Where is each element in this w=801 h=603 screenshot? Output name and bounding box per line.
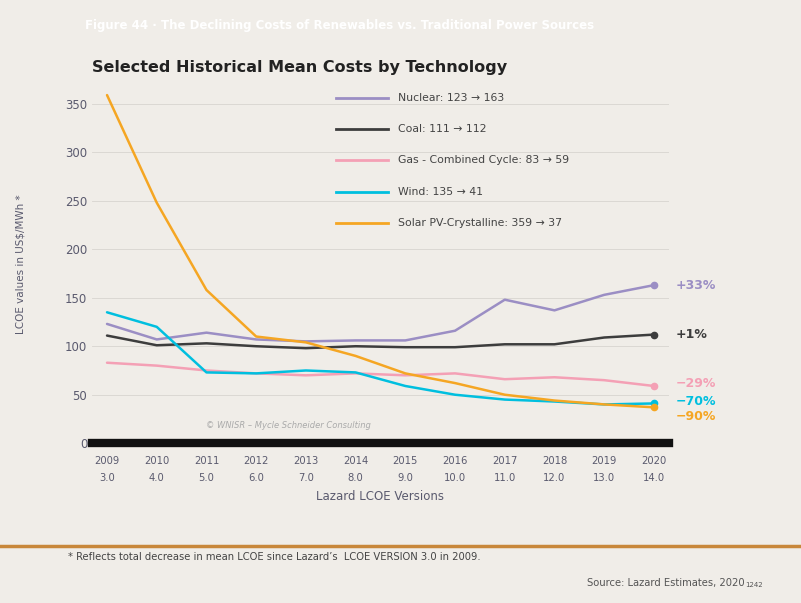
- Text: 7.0: 7.0: [298, 473, 314, 484]
- Text: 3.0: 3.0: [99, 473, 115, 484]
- Text: © WNISR – Mycle Schneider Consulting: © WNISR – Mycle Schneider Consulting: [207, 421, 372, 429]
- Text: Selected Historical Mean Costs by Technology: Selected Historical Mean Costs by Techno…: [92, 60, 507, 75]
- Text: 2010: 2010: [144, 456, 169, 467]
- Text: 2009: 2009: [95, 456, 119, 467]
- Text: 10.0: 10.0: [444, 473, 466, 484]
- Text: Source: Lazard Estimates, 2020: Source: Lazard Estimates, 2020: [587, 578, 745, 588]
- Text: −70%: −70%: [675, 395, 716, 408]
- Text: Nuclear: 123 → 163: Nuclear: 123 → 163: [398, 93, 505, 103]
- Text: 13.0: 13.0: [593, 473, 615, 484]
- Text: 2011: 2011: [194, 456, 219, 467]
- Text: 2015: 2015: [392, 456, 418, 467]
- Text: 8.0: 8.0: [348, 473, 364, 484]
- Text: +33%: +33%: [675, 279, 715, 292]
- Text: 2012: 2012: [244, 456, 269, 467]
- Text: * Reflects total decrease in mean LCOE since Lazard’s  LCOE VERSION 3.0 in 2009.: * Reflects total decrease in mean LCOE s…: [68, 552, 481, 562]
- Text: 2017: 2017: [492, 456, 517, 467]
- Text: Gas - Combined Cycle: 83 → 59: Gas - Combined Cycle: 83 → 59: [398, 156, 570, 165]
- Text: LCOE values in US$/MWh *: LCOE values in US$/MWh *: [15, 194, 25, 333]
- Text: 6.0: 6.0: [248, 473, 264, 484]
- Text: 4.0: 4.0: [149, 473, 165, 484]
- Text: Solar PV-Crystalline: 359 → 37: Solar PV-Crystalline: 359 → 37: [398, 218, 562, 228]
- Text: Coal: 111 → 112: Coal: 111 → 112: [398, 124, 486, 134]
- Text: Wind: 135 → 41: Wind: 135 → 41: [398, 187, 483, 197]
- Text: 1242: 1242: [745, 582, 763, 588]
- Text: 5.0: 5.0: [199, 473, 215, 484]
- Text: −90%: −90%: [675, 409, 715, 423]
- Text: 11.0: 11.0: [493, 473, 516, 484]
- Text: 2019: 2019: [591, 456, 617, 467]
- Text: −29%: −29%: [675, 377, 715, 390]
- Text: 2013: 2013: [293, 456, 319, 467]
- Text: 9.0: 9.0: [397, 473, 413, 484]
- Text: Figure 44 · The Declining Costs of Renewables vs. Traditional Power Sources: Figure 44 · The Declining Costs of Renew…: [85, 19, 594, 32]
- Text: 2014: 2014: [343, 456, 368, 467]
- Text: 12.0: 12.0: [543, 473, 566, 484]
- Text: 2016: 2016: [442, 456, 468, 467]
- Text: Lazard LCOE Versions: Lazard LCOE Versions: [316, 490, 445, 503]
- Text: 14.0: 14.0: [643, 473, 665, 484]
- Text: 2018: 2018: [541, 456, 567, 467]
- Text: 2020: 2020: [642, 456, 666, 467]
- Text: +1%: +1%: [675, 328, 707, 341]
